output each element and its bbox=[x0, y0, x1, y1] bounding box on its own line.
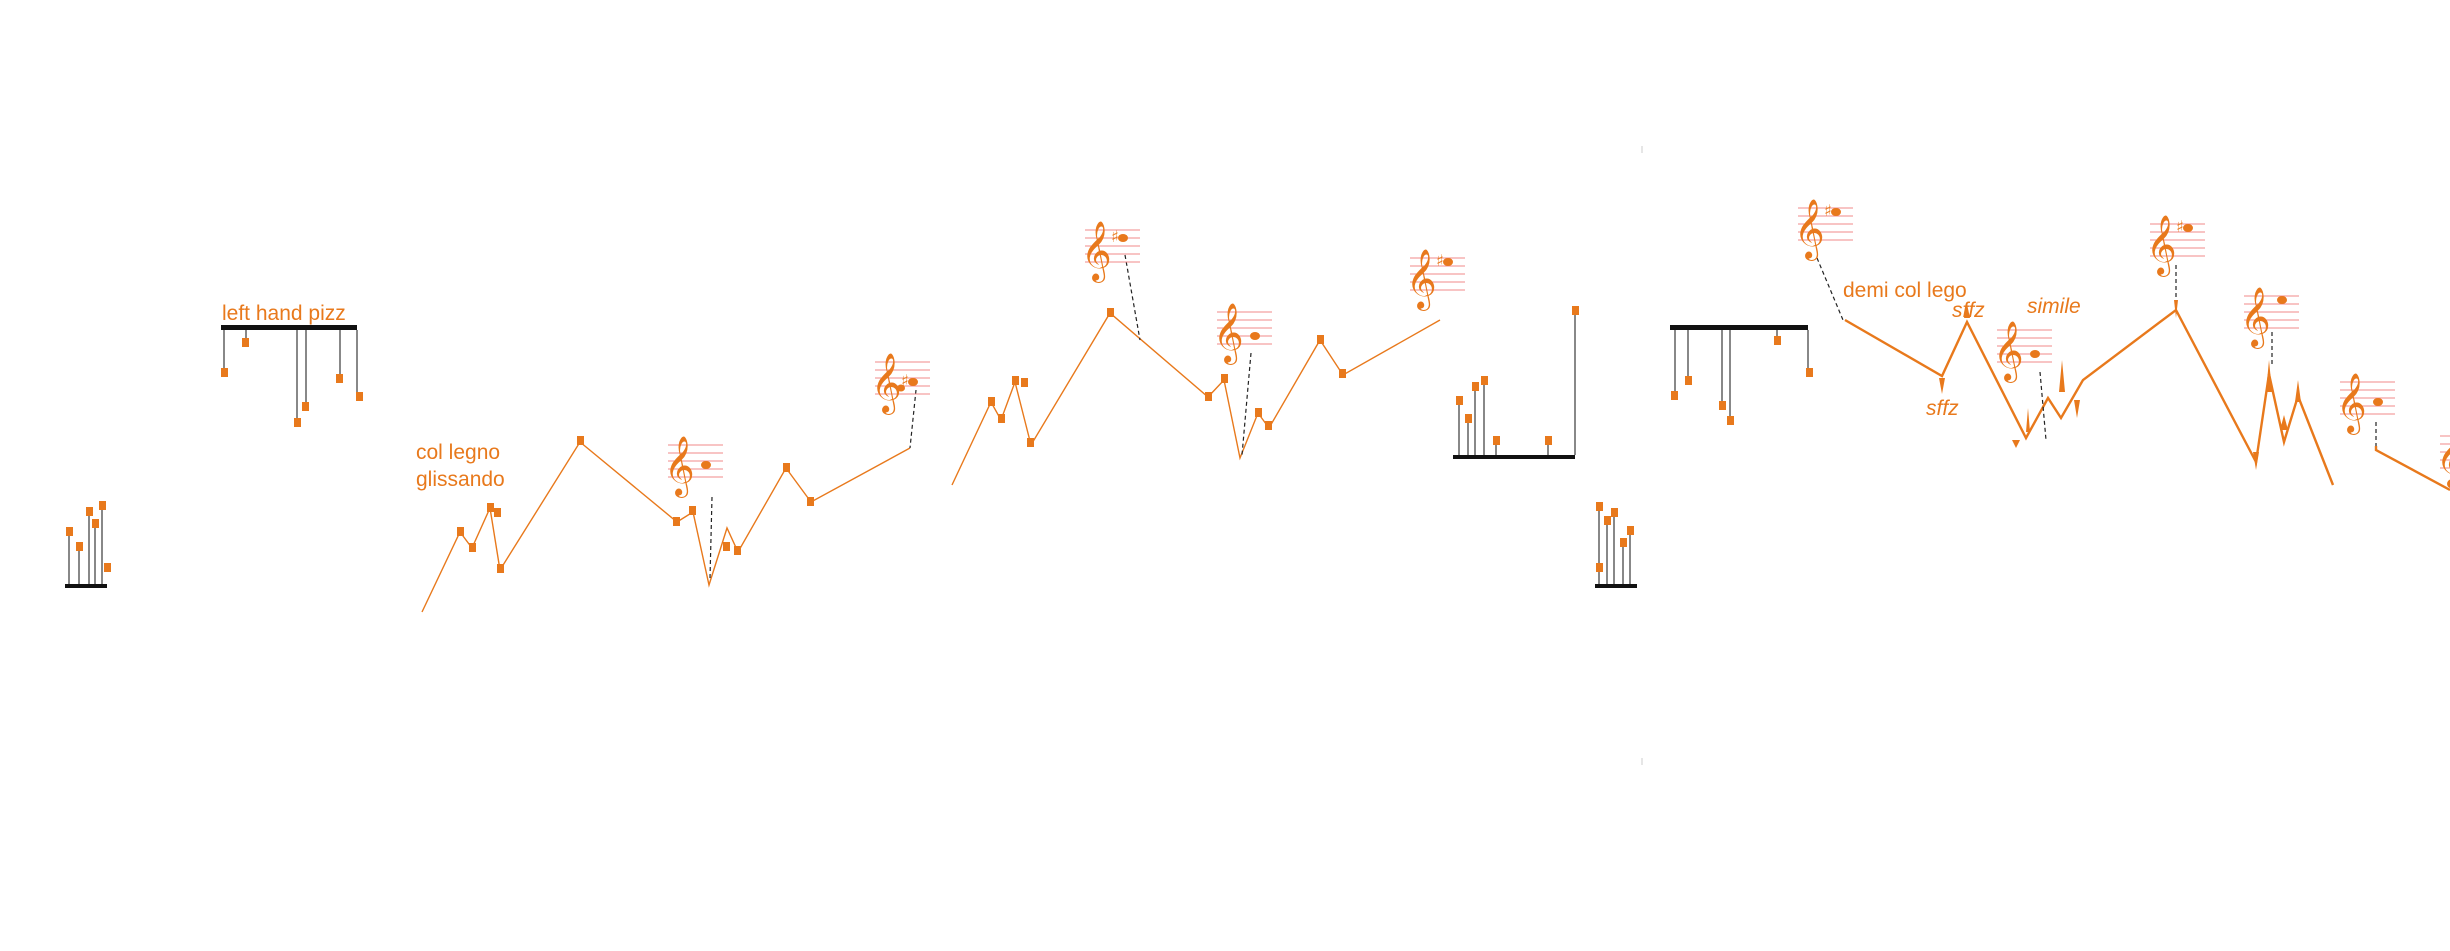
marker bbox=[1107, 308, 1114, 317]
glissando-line-1 bbox=[421, 440, 911, 613]
dynamic-sffz-lower: sffz bbox=[1926, 397, 1959, 420]
treble-clef-icon: 𝄞 bbox=[2146, 215, 2177, 277]
mini-staff: 𝄞 bbox=[2336, 373, 2395, 435]
mini-staves: 𝄞𝄞♯𝄞♯𝄞𝄞♯𝄞♯𝄞𝄞♯𝄞𝄞𝄞 bbox=[664, 199, 2450, 498]
marker bbox=[577, 436, 584, 445]
dashed-connectors bbox=[709, 254, 2377, 579]
marker bbox=[783, 463, 790, 472]
marker bbox=[734, 546, 741, 555]
treble-clef-icon: 𝄞 bbox=[1794, 199, 1825, 261]
marker bbox=[457, 527, 464, 536]
dynamic-sffz-upper: sffz bbox=[1952, 299, 1985, 322]
wedge bbox=[2295, 380, 2301, 402]
notehead-icon bbox=[897, 384, 905, 392]
mini-staff: 𝄞 bbox=[1993, 321, 2052, 383]
wedge bbox=[1964, 304, 1970, 318]
mini-staff: 𝄞 ♯ bbox=[871, 353, 930, 415]
marker bbox=[497, 564, 504, 573]
notehead-icon bbox=[908, 378, 918, 386]
glissando-line-2 bbox=[951, 311, 1441, 486]
mini-staff: 𝄞 bbox=[2240, 287, 2299, 349]
notehead-icon bbox=[2373, 398, 2383, 406]
annotation-col-legno: col legno bbox=[416, 441, 501, 464]
wedge bbox=[2266, 360, 2272, 392]
treble-clef-icon: 𝄞 bbox=[871, 353, 902, 415]
marker bbox=[469, 543, 476, 552]
notehead-icon bbox=[1831, 208, 1841, 216]
wedge bbox=[2174, 300, 2178, 318]
annotation-simile: simile bbox=[2027, 295, 2081, 318]
notehead-icon bbox=[1118, 234, 1128, 242]
pizz-cluster-1 bbox=[65, 501, 111, 588]
treble-clef-icon: 𝄞 bbox=[664, 436, 695, 498]
glissando-line-3 bbox=[1844, 308, 2335, 486]
pizz-cluster-2 bbox=[1453, 306, 1579, 459]
marker bbox=[998, 414, 1005, 423]
marker bbox=[689, 506, 696, 515]
mini-staff: 𝄞 ♯ bbox=[1406, 249, 1465, 311]
marker bbox=[1027, 438, 1034, 447]
marker bbox=[807, 497, 814, 506]
mini-staff: 𝄞 ♯ bbox=[2146, 215, 2205, 277]
sharp-icon: ♯ bbox=[2176, 217, 2184, 236]
wedge bbox=[1939, 378, 1945, 394]
notehead-icon bbox=[2277, 296, 2287, 304]
marker bbox=[1317, 335, 1324, 344]
notehead-icon bbox=[1250, 332, 1260, 340]
marker bbox=[1339, 369, 1346, 378]
sharp-icon: ♯ bbox=[1824, 201, 1832, 220]
left-hand-pizz-group bbox=[221, 325, 363, 427]
treble-clef-icon: 𝄞 bbox=[2240, 287, 2271, 349]
mini-staff: 𝄞 bbox=[1213, 303, 1272, 365]
wedge bbox=[2074, 400, 2080, 418]
treble-clef-icon: 𝄞 bbox=[1081, 221, 1112, 283]
wedge bbox=[2253, 452, 2259, 470]
annotation-demi-col-lego: demi col lego bbox=[1843, 279, 1967, 302]
notehead-icon bbox=[701, 461, 711, 469]
glissando-lines-part-2 bbox=[1844, 308, 2450, 492]
glissando-lines-part-1 bbox=[421, 311, 1441, 613]
marker bbox=[494, 508, 501, 517]
wedge bbox=[2026, 408, 2030, 432]
marker bbox=[988, 397, 995, 406]
note-markers bbox=[457, 308, 1346, 573]
accent-wedges bbox=[1939, 300, 2301, 470]
demi-col-legno-group bbox=[1670, 325, 1813, 425]
wedge bbox=[2059, 360, 2065, 392]
treble-clef-icon: 𝄞 bbox=[2336, 373, 2367, 435]
mini-staff: 𝄞 ♯ bbox=[1794, 199, 1853, 261]
marker bbox=[1012, 376, 1019, 385]
pizz-cluster-3 bbox=[1595, 502, 1637, 588]
notehead-icon bbox=[1443, 258, 1453, 266]
marker bbox=[1205, 392, 1212, 401]
treble-clef-icon: 𝄞 bbox=[2436, 427, 2450, 489]
sharp-icon: ♯ bbox=[1436, 251, 1444, 270]
glissando-line-4 bbox=[2374, 446, 2450, 492]
notehead-icon bbox=[2030, 350, 2040, 358]
mini-staff: 𝄞 bbox=[664, 436, 723, 498]
sharp-icon: ♯ bbox=[1111, 227, 1119, 246]
notehead-icon bbox=[2183, 224, 2193, 232]
treble-clef-icon: 𝄞 bbox=[1213, 303, 1244, 365]
mini-staff: 𝄞 bbox=[2436, 427, 2450, 489]
sharp-icon: ♯ bbox=[901, 371, 909, 390]
marker bbox=[1021, 378, 1028, 387]
marker bbox=[487, 503, 494, 512]
marker bbox=[1221, 374, 1228, 383]
marker bbox=[673, 517, 680, 526]
marker bbox=[1255, 408, 1262, 417]
treble-clef-icon: 𝄞 bbox=[1993, 321, 2024, 383]
wedge bbox=[2012, 440, 2020, 448]
marker bbox=[1265, 421, 1272, 430]
mini-staff: 𝄞 ♯ bbox=[1081, 221, 1140, 283]
annotation-left-hand-pizz: left hand pizz bbox=[222, 302, 346, 325]
wedge bbox=[2280, 415, 2288, 430]
treble-clef-icon: 𝄞 bbox=[1406, 249, 1437, 311]
annotation-glissando: glissando bbox=[416, 468, 505, 491]
marker bbox=[723, 542, 730, 551]
